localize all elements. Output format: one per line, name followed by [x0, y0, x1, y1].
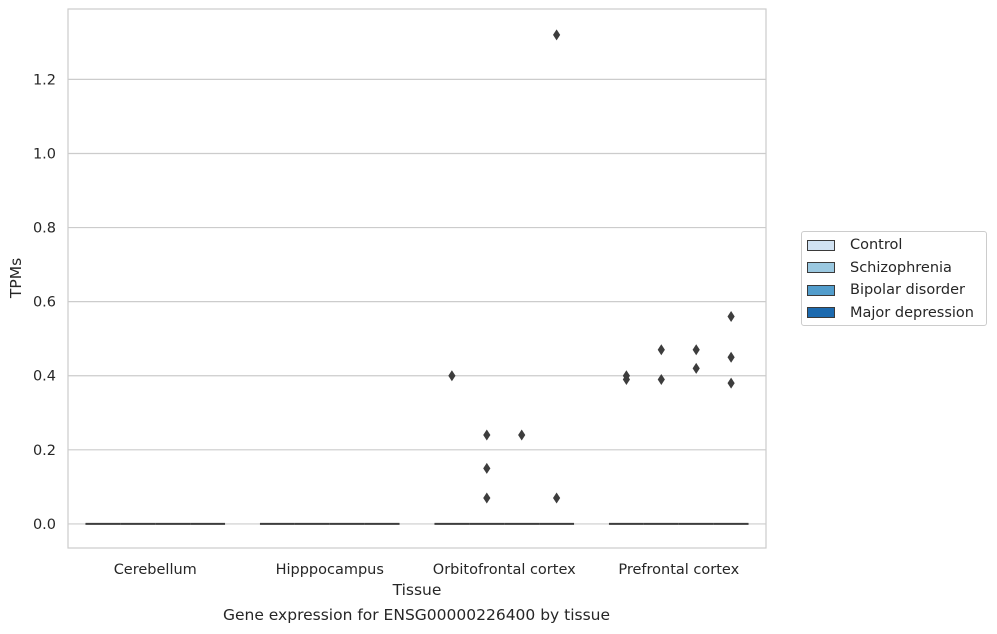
outlier-point: [692, 362, 700, 374]
legend-item: Major depression: [807, 303, 974, 323]
outlier-point: [692, 344, 700, 356]
outlier-point: [727, 310, 735, 322]
x-tick-label: Hipppocampus: [276, 562, 384, 578]
y-axis: 0.0 0.2 0.4 0.6 0.8 1.0 1.2: [33, 72, 56, 533]
outlier-point: [727, 351, 735, 363]
outlier-point: [448, 370, 456, 382]
y-tick-label: 1.2: [33, 72, 56, 88]
legend-label: Bipolar disorder: [850, 282, 965, 298]
plot-frame: [67, 8, 767, 549]
outlier-point: [657, 373, 665, 385]
y-tick-label: 1.0: [33, 146, 56, 162]
outlier-point: [483, 492, 491, 504]
legend-item: Bipolar disorder: [807, 280, 965, 300]
y-axis-label: TPMs: [7, 258, 25, 299]
outlier-point: [483, 429, 491, 441]
x-tick-label: Orbitofrontal cortex: [433, 562, 576, 578]
outlier-points: [448, 29, 735, 504]
outlier-point: [553, 492, 561, 504]
chart-caption: Gene expression for ENSG00000226400 by t…: [222, 606, 611, 624]
y-tick-label: 0.2: [33, 443, 56, 459]
grid-lines: [68, 78, 766, 525]
legend-swatch: [807, 307, 835, 318]
outlier-point: [657, 344, 665, 356]
outlier-point: [622, 373, 630, 385]
y-tick-label: 0.4: [33, 369, 56, 385]
y-tick-label: 0.8: [33, 221, 56, 237]
outlier-point: [727, 377, 735, 389]
legend-swatch: [807, 262, 835, 273]
x-tick-label: Prefrontal cortex: [618, 562, 739, 578]
y-tick-label: 0.6: [33, 295, 56, 311]
y-tick-label: 0.0: [33, 517, 56, 533]
legend-label: Schizophrenia: [850, 259, 952, 276]
legend-item: Schizophrenia: [807, 258, 952, 278]
legend-label: Control: [850, 237, 903, 253]
legend: Control Schizophrenia Bipolar disorder Majo…: [801, 231, 987, 326]
legend-swatch: [807, 239, 835, 251]
x-axis: Cerebellum Hipppocampus Orbitofrontal cort…: [114, 562, 740, 578]
outlier-point: [518, 429, 526, 441]
legend-label: Major depression: [850, 304, 974, 321]
outlier-point: [553, 29, 561, 41]
x-tick-label: Cerebellum: [114, 562, 197, 578]
legend-swatch: [807, 284, 835, 296]
outlier-point: [483, 462, 491, 474]
x-axis-label: Tissue: [392, 581, 442, 599]
legend-item: Control: [807, 235, 902, 255]
